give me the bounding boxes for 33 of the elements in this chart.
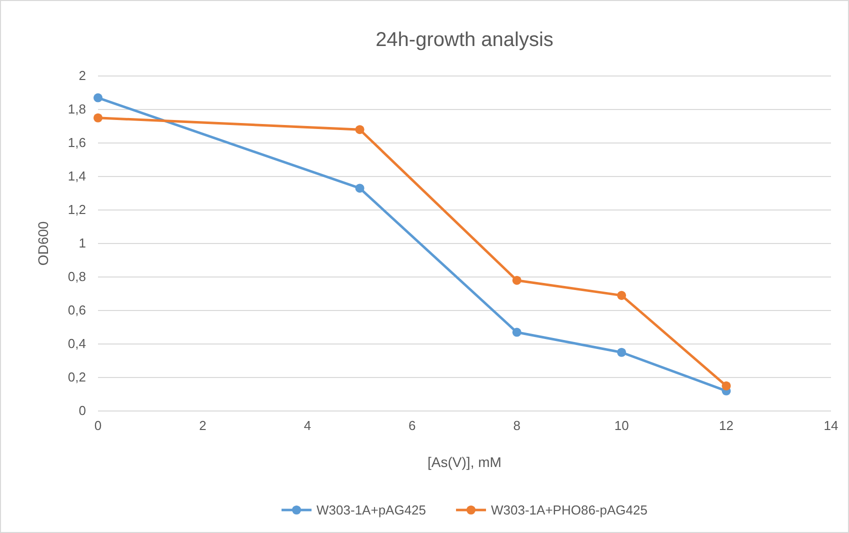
legend-label: W303-1A+pAG425 [316,502,426,518]
point [617,348,626,357]
point [355,125,364,134]
x-tick-label: 14 [824,418,838,434]
y-tick-label: 0,4 [68,336,86,352]
y-tick-label: 2 [78,68,86,84]
y-axis-title: OD600 [35,221,51,266]
legend-label: W303-1A+PHO86-pAG425 [491,502,648,518]
y-tick-label: 1,6 [68,135,86,150]
x-tick-label: 6 [408,418,416,434]
y-tick-label: 1,8 [68,102,86,117]
y-tick-label: 1,4 [68,168,86,184]
point [512,328,522,337]
y-tick-label: 0 [78,403,86,418]
y-tick-label: 0,8 [68,269,86,284]
x-tick-label: 8 [513,418,520,434]
point [722,381,731,390]
y-tick-label: 1 [78,236,86,251]
point [617,290,626,300]
point [93,93,103,102]
point [355,184,364,193]
x-axis-title: [As(V)], mM [428,454,502,470]
y-tick-label: 0,6 [68,302,86,318]
x-tick-label: 4 [304,418,312,434]
x-tick-label: 10 [614,418,629,434]
x-tick-label: 2 [199,418,206,434]
point [512,276,522,285]
y-tick-label: 1,2 [68,202,86,218]
y-tick-label: 0,2 [68,370,86,385]
point [93,113,103,122]
chart-title: 24h-growth analysis [376,29,554,51]
x-tick-label: 12 [719,418,734,434]
x-tick-label: 0 [94,418,102,434]
